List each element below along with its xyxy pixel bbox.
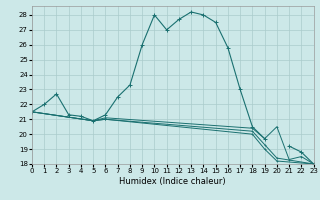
- X-axis label: Humidex (Indice chaleur): Humidex (Indice chaleur): [119, 177, 226, 186]
